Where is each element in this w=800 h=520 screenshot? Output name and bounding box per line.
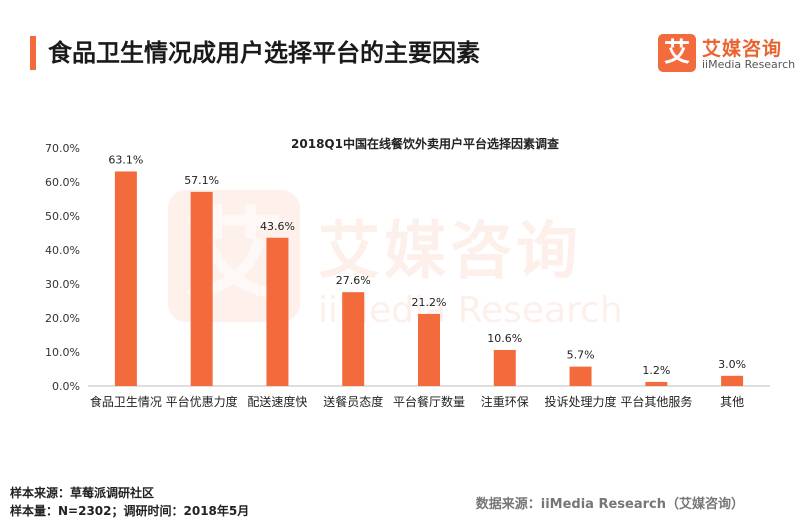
bar <box>569 366 592 386</box>
x-tick-label: 平台其他服务 <box>620 394 692 409</box>
y-tick-label: 60.0% <box>45 176 80 189</box>
x-tick-label: 平台优惠力度 <box>166 394 238 409</box>
bar-value-label: 1.2% <box>642 364 670 377</box>
logo-name-en: iiMedia Research <box>702 58 796 71</box>
sample-source: 样本来源：草莓派调研社区 <box>10 486 155 500</box>
bar <box>493 349 516 386</box>
page-title: 食品卫生情况成用户选择平台的主要因素 <box>48 39 480 67</box>
y-tick-label: 30.0% <box>45 278 80 291</box>
bar-value-label: 57.1% <box>184 174 219 187</box>
x-tick-label: 送餐员态度 <box>323 394 383 409</box>
x-tick-label: 其他 <box>720 395 744 409</box>
x-tick-label: 投诉处理力度 <box>545 394 617 409</box>
logo-mark-icon: 艾 <box>658 34 696 72</box>
y-tick-label: 20.0% <box>45 312 80 325</box>
bar-value-label: 10.6% <box>487 332 522 345</box>
bar <box>190 191 213 386</box>
bar <box>645 381 668 386</box>
chart-title: 2018Q1中国在线餐饮外卖用户平台选择因素调查 <box>291 136 560 151</box>
y-tick-label: 40.0% <box>45 244 80 257</box>
bar-value-label: 43.6% <box>260 220 295 233</box>
bar-value-label: 63.1% <box>108 153 143 166</box>
x-tick-label: 注重环保 <box>481 394 529 409</box>
y-tick-label: 70.0% <box>45 142 80 155</box>
bar <box>266 237 289 386</box>
bar-value-label: 3.0% <box>718 358 746 371</box>
sample-size: 样本量：N=2302；调研时间：2018年5月 <box>10 504 250 518</box>
bar <box>342 292 365 386</box>
y-tick-label: 0.0% <box>52 380 80 393</box>
bar <box>418 313 440 386</box>
y-tick-label: 50.0% <box>45 210 80 223</box>
x-tick-label: 平台餐厅数量 <box>393 394 465 409</box>
data-source: 数据来源：iiMedia Research（艾媒咨询） <box>475 497 744 512</box>
bar-value-label: 5.7% <box>567 349 595 362</box>
brand-logo: 艾 艾媒咨询 iiMedia Research <box>658 34 795 74</box>
bar <box>114 171 137 386</box>
title-accent-bar <box>30 36 36 70</box>
logo-name-cn: 艾媒咨询 <box>702 38 783 60</box>
bar-value-label: 27.6% <box>336 274 371 287</box>
bar-value-label: 21.2% <box>412 296 447 309</box>
bar <box>721 375 744 386</box>
x-tick-label: 配送速度快 <box>247 394 307 409</box>
x-tick-label: 食品卫生情况 <box>90 394 162 409</box>
y-tick-label: 10.0% <box>45 346 80 359</box>
